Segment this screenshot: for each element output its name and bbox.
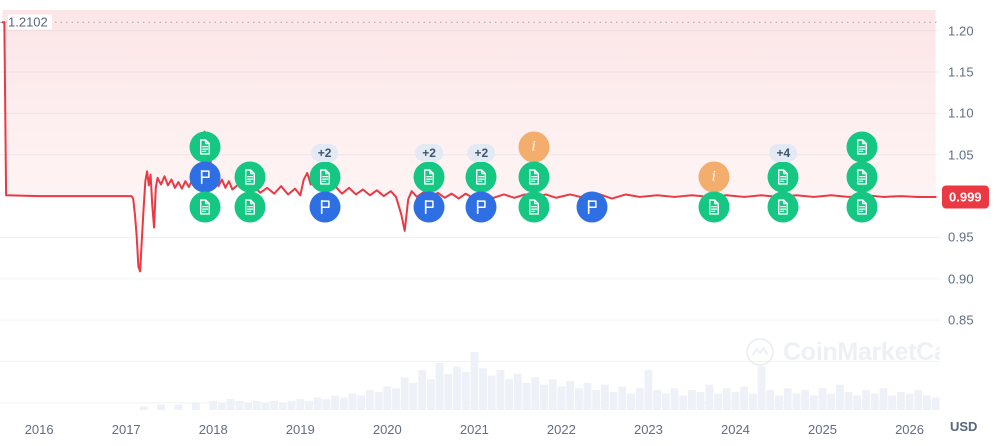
y-axis-tick: 0.95 bbox=[948, 229, 974, 245]
document-marker-icon[interactable] bbox=[518, 161, 550, 193]
flag-marker-icon[interactable] bbox=[413, 191, 445, 223]
y-axis-unit-label: USD bbox=[950, 419, 978, 434]
x-axis-tick: 2019 bbox=[285, 422, 315, 437]
volume-bars bbox=[139, 352, 940, 410]
x-axis-tick: 2023 bbox=[633, 422, 663, 437]
document-marker-icon[interactable] bbox=[189, 131, 221, 163]
x-axis: 2016 2017 2018 2019 2020 2021 2022 2023 2024 2025… bbox=[0, 410, 940, 446]
plot-area[interactable] bbox=[0, 0, 940, 410]
document-marker-icon[interactable] bbox=[846, 191, 878, 223]
y-axis-tick: 0.90 bbox=[948, 271, 974, 287]
y-axis-tick: 1.20 bbox=[948, 23, 974, 39]
flag-marker-icon[interactable] bbox=[465, 191, 497, 223]
x-axis-tick: 2017 bbox=[111, 422, 141, 437]
flag-marker-icon[interactable] bbox=[576, 191, 608, 223]
info-marker-icon[interactable]: i bbox=[698, 161, 730, 193]
x-axis-tick: 2026 bbox=[895, 422, 924, 437]
document-marker-icon[interactable] bbox=[518, 191, 550, 223]
current-price-badge: 0.999 bbox=[942, 185, 989, 209]
y-axis-tick: 1.05 bbox=[948, 147, 974, 163]
info-marker-icon[interactable]: i bbox=[518, 131, 550, 163]
x-axis-tick: 2020 bbox=[372, 422, 402, 437]
x-axis-tick: 2022 bbox=[546, 422, 576, 437]
plot-svg bbox=[0, 10, 940, 410]
x-axis-tick: 2025 bbox=[808, 422, 837, 437]
document-marker-icon[interactable] bbox=[767, 161, 799, 193]
more-events-badge[interactable]: +2 bbox=[467, 144, 496, 162]
x-axis-tick: 2021 bbox=[459, 422, 489, 437]
flag-marker-icon[interactable] bbox=[189, 161, 221, 193]
y-axis: USD 1.20 1.15 1.10 1.05 0.95 0.90 0.85 0.999 bbox=[940, 0, 1000, 446]
info-glyph: i bbox=[531, 138, 536, 155]
x-axis-tick: 2024 bbox=[720, 422, 750, 437]
more-events-badge[interactable]: +4 bbox=[769, 144, 798, 162]
price-area-fill bbox=[2, 10, 936, 272]
x-axis-tick: 2016 bbox=[24, 422, 54, 437]
info-glyph: i bbox=[711, 168, 716, 185]
y-axis-tick: 0.85 bbox=[948, 312, 974, 328]
more-events-badge[interactable]: +2 bbox=[310, 144, 339, 162]
document-marker-icon[interactable] bbox=[189, 191, 221, 223]
all-time-high-label: 1.2102 bbox=[8, 14, 52, 30]
y-axis-tick: 1.10 bbox=[948, 105, 974, 121]
document-marker-icon[interactable] bbox=[309, 161, 341, 193]
x-axis-tick: 2018 bbox=[198, 422, 228, 437]
more-events-badge[interactable]: +2 bbox=[415, 144, 443, 162]
document-marker-icon[interactable] bbox=[767, 191, 799, 223]
y-axis-tick: 1.15 bbox=[948, 64, 974, 80]
document-marker-icon[interactable] bbox=[234, 191, 266, 223]
document-marker-icon[interactable] bbox=[413, 161, 445, 193]
document-marker-icon[interactable] bbox=[846, 131, 878, 163]
document-marker-icon[interactable] bbox=[234, 161, 266, 193]
flag-marker-icon[interactable] bbox=[309, 191, 341, 223]
document-marker-icon[interactable] bbox=[846, 161, 878, 193]
document-marker-icon[interactable] bbox=[698, 191, 730, 223]
document-marker-icon[interactable] bbox=[465, 161, 497, 193]
